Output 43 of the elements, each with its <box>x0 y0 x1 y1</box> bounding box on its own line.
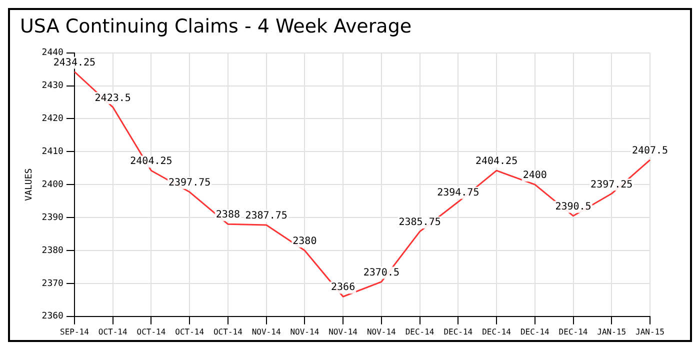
y-tick-label: 2400 <box>42 180 64 190</box>
x-tick-label: NOV-14 <box>366 327 396 336</box>
x-tick-label: SEP-14 <box>60 327 90 336</box>
data-label: 2404.25 <box>130 156 172 168</box>
x-tick-label: DEC-14 <box>482 327 512 336</box>
data-label: 2397.25 <box>590 179 633 190</box>
y-tick-label: 2430 <box>42 81 64 92</box>
y-tick-label: 2370 <box>42 278 64 289</box>
data-label: 2370.5 <box>363 267 400 278</box>
y-tick-label: 2420 <box>42 114 64 124</box>
data-label: 2394.75 <box>437 187 480 198</box>
x-tick-label: JAN-15 <box>597 327 626 336</box>
y-tick-label: 2390 <box>42 212 64 223</box>
data-label: 2387.75 <box>245 210 288 222</box>
x-tick-label: DEC-14 <box>558 327 588 336</box>
chart-title: USA Continuing Claims - 4 Week Average <box>20 15 412 38</box>
data-label: 2390.5 <box>555 201 592 212</box>
data-label: 2407.5 <box>632 145 668 156</box>
x-tick-label: OCT-14 <box>213 327 243 336</box>
data-label: 2388 <box>216 210 240 221</box>
y-tick-label: 2360 <box>42 312 64 322</box>
x-tick-label: DEC-14 <box>520 327 550 336</box>
y-tick-label: 2380 <box>42 246 64 256</box>
data-label: 2385.75 <box>398 217 441 228</box>
data-label: 2380 <box>292 236 317 248</box>
x-tick-label: OCT-14 <box>175 327 204 336</box>
y-tick-label: 2440 <box>42 48 64 58</box>
data-label: 2423.5 <box>94 92 131 104</box>
data-label: 2434.25 <box>53 57 96 68</box>
x-tick-label: OCT-14 <box>98 327 128 336</box>
x-tick-label: NOV-14 <box>290 327 320 336</box>
x-tick-label: OCT-14 <box>136 327 166 336</box>
x-tick-label: NOV-14 <box>252 327 281 336</box>
x-tick-label: DEC-14 <box>405 327 434 336</box>
y-axis-title: VALUES <box>24 168 35 201</box>
x-tick-label: NOV-14 <box>328 327 358 336</box>
y-tick-label: 2410 <box>42 146 64 157</box>
data-label: 2404.25 <box>475 156 518 168</box>
data-label: 2400 <box>522 170 547 182</box>
data-label: 2397.75 <box>168 178 211 189</box>
x-tick-label: DEC-14 <box>444 327 473 336</box>
x-tick-label: JAN-15 <box>636 327 665 336</box>
data-label: 2366 <box>331 282 356 294</box>
